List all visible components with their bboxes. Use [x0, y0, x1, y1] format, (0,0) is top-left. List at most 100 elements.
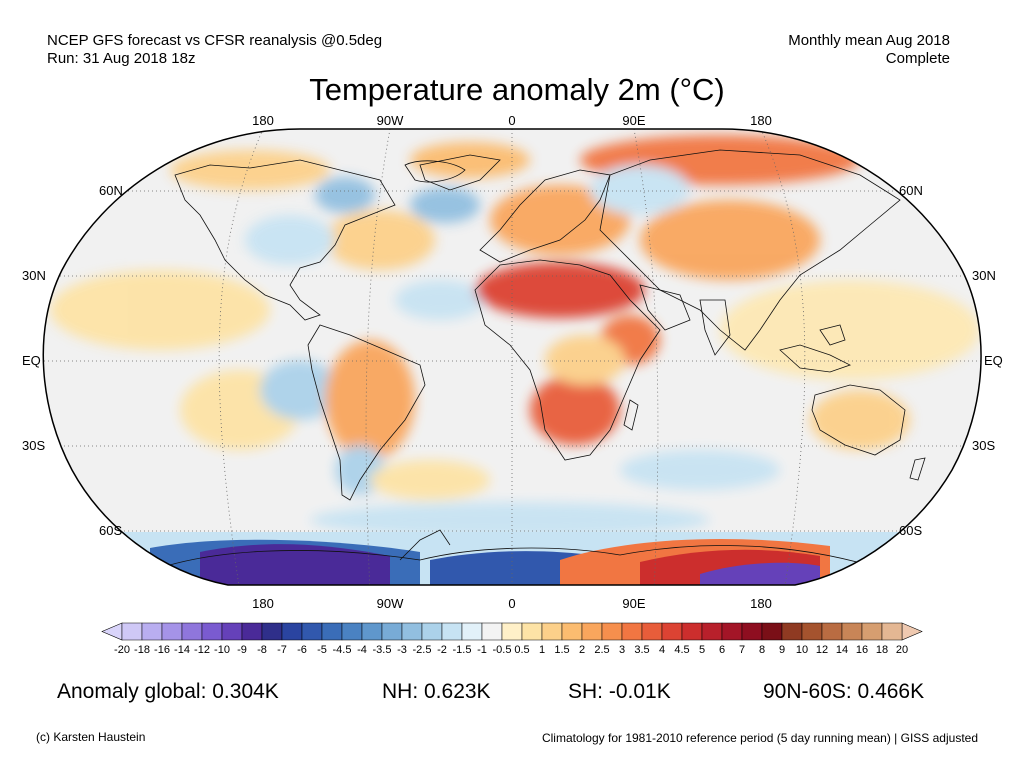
lon-label-bottom-180e: 180: [750, 596, 772, 611]
colorbar-swatch: [861, 622, 883, 641]
colorbar-tick-label: 4: [658, 644, 666, 656]
colorbar-swatch: [421, 622, 443, 641]
colorbar-swatch: [161, 622, 183, 641]
lat-label-left-60n: 60N: [99, 183, 123, 198]
lat-label-right-30n: 30N: [972, 268, 996, 283]
lon-label-bottom-90w: 90W: [376, 596, 404, 611]
colorbar-swatch: [501, 622, 523, 641]
colorbar-tick-label: -5: [317, 644, 327, 656]
lat-label-left-30s: 30S: [22, 438, 46, 453]
colorbar-swatch: [601, 622, 623, 641]
colorbar-swatch: [361, 622, 383, 641]
lon-label-bottom-0: 0: [508, 596, 516, 611]
colorbar-tick-label: 12: [815, 644, 829, 656]
colorbar-swatch: [781, 622, 803, 641]
model-run-description: NCEP GFS forecast vs CFSR reanalysis @0.…: [47, 32, 383, 49]
colorbar-tick-label: -12: [194, 644, 210, 656]
colorbar-tick-label: 2: [578, 644, 586, 656]
colorbar-swatch: [701, 622, 723, 641]
lon-label-top-180w: 180: [252, 113, 274, 128]
colorbar-swatch: [401, 622, 423, 641]
colorbar-swatch: [681, 622, 703, 641]
colorbar-tick-label: 5: [698, 644, 706, 656]
colorbar-arrow-right: [901, 622, 923, 641]
map-title: Temperature anomaly 2m (°C): [309, 72, 725, 107]
colorbar-tick-label: -10: [214, 644, 230, 656]
colorbar-tick-label: 16: [855, 644, 869, 656]
colorbar-tick-label: 8: [758, 644, 766, 656]
climatology-note: Climatology for 1981-2010 reference peri…: [541, 731, 978, 745]
lon-label-top-90w: 90W: [376, 113, 404, 128]
colorbar-swatch: [841, 622, 863, 641]
copyright: (c) Karsten Haustein: [36, 730, 146, 744]
colorbar-tick-label: 7: [738, 644, 746, 656]
global-anomaly: Anomaly global: 0.304K: [57, 680, 279, 703]
colorbar-tick-label: -2.5: [412, 644, 432, 656]
colorbar-swatch: [381, 622, 403, 641]
sh-anomaly: SH: -0.01K: [568, 680, 671, 703]
colorbar-swatch: [441, 622, 463, 641]
colorbar-swatch: [741, 622, 763, 641]
colorbar-tick-label: -18: [134, 644, 150, 656]
lon-label-bottom-90e: 90E: [622, 596, 646, 611]
colorbar-tick-label: 9: [778, 644, 786, 656]
colorbar-swatch: [321, 622, 343, 641]
lon-label-top-90e: 90E: [622, 113, 646, 128]
colorbar-swatch: [461, 622, 483, 641]
run-time: Run: 31 Aug 2018 18z: [47, 50, 196, 67]
colorbar-tick-label: 2.5: [594, 644, 610, 656]
colorbar-swatch: [801, 622, 823, 641]
completeness-label: Complete: [885, 50, 950, 67]
colorbar-tick-label: -1.5: [452, 644, 472, 656]
lon-label-bottom-180w: 180: [252, 596, 274, 611]
colorbar-swatch: [301, 622, 323, 641]
colorbar-tick-label: -1: [477, 644, 487, 656]
colorbar-tick-label: 3.5: [634, 644, 650, 656]
colorbar-swatch: [341, 622, 363, 641]
colorbar-tick-label: 3: [618, 644, 626, 656]
colorbar-swatch: [581, 622, 603, 641]
colorbar-tick-label: -16: [154, 644, 170, 656]
lat-label-left-eq: EQ: [22, 353, 41, 368]
colorbar-tick-label: -9: [237, 644, 247, 656]
colorbar-swatch: [221, 622, 243, 641]
colorbar-tick-label: -2: [437, 644, 447, 656]
colorbar-swatch: [761, 622, 783, 641]
lat-label-right-30s: 30S: [972, 438, 996, 453]
colorbar-swatch: [481, 622, 503, 641]
colorbar-tick-label: 4.5: [674, 644, 690, 656]
colorbar-tick-label: 6: [718, 644, 726, 656]
colorbar-tick-label: -20: [114, 644, 130, 656]
colorbar-tick-label: -4: [357, 644, 367, 656]
colorbar-tick-label: -3: [397, 644, 407, 656]
colorbar-tick-label: 20: [895, 644, 909, 656]
colorbar-swatch: [821, 622, 843, 641]
lat-label-right-eq: EQ: [984, 353, 1003, 368]
colorbar-tick-label: -7: [277, 644, 287, 656]
colorbar-tick-label: -14: [174, 644, 190, 656]
lon-label-top-180e: 180: [750, 113, 772, 128]
colorbar-swatch: [281, 622, 303, 641]
colorbar-swatch: [541, 622, 563, 641]
colorbar-swatch: [661, 622, 683, 641]
colorbar-tick-label: -8: [257, 644, 267, 656]
arctic-anomaly: 90N-60S: 0.466K: [763, 680, 925, 703]
colorbar-swatch: [141, 622, 163, 641]
colorbar-swatch: [621, 622, 643, 641]
colorbar-tick-label: 14: [835, 644, 849, 656]
nh-anomaly: NH: 0.623K: [382, 680, 491, 703]
colorbar-swatch: [561, 622, 583, 641]
colorbar-tick-label: -4.5: [332, 644, 352, 656]
colorbar-swatch: [521, 622, 543, 641]
colorbar-swatch: [181, 622, 203, 641]
lat-label-right-60s: 60S: [899, 523, 923, 538]
colorbar-swatch: [241, 622, 263, 641]
lat-label-right-60n: 60N: [899, 183, 923, 198]
colorbar-tick-label: -6: [297, 644, 307, 656]
period-label: Monthly mean Aug 2018: [788, 32, 950, 49]
colorbar-swatch: [721, 622, 743, 641]
colorbar-tick-label: 18: [875, 644, 889, 656]
colorbar-swatch: [881, 622, 903, 641]
